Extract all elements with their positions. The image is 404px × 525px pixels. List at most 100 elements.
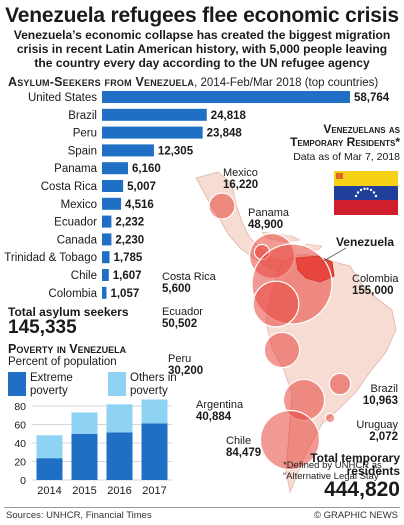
legend-others-label: Others in poverty bbox=[130, 372, 177, 397]
flag-blue-stripe bbox=[334, 186, 398, 200]
asylum-bar-trinidad-tobago bbox=[102, 251, 110, 264]
poverty-xtick-2017: 2017 bbox=[142, 485, 166, 497]
map-value-argentina: 40,884 bbox=[196, 411, 232, 423]
map-value-colombia: 155,000 bbox=[352, 285, 394, 297]
map-value-ecuador: 50,502 bbox=[162, 318, 197, 330]
map-value-peru: 30,200 bbox=[168, 365, 203, 377]
asylum-value-united-states: 58,764 bbox=[354, 92, 390, 104]
legend-extreme-swatch bbox=[8, 372, 26, 396]
map-country-costa-rica: Costa Rica bbox=[162, 271, 217, 283]
map-country-ecuador: Ecuador bbox=[162, 306, 203, 318]
asylum-category-panama: Panama bbox=[54, 163, 97, 175]
asylum-category-mexico: Mexico bbox=[61, 199, 97, 211]
poverty-bar-extreme-2016 bbox=[106, 432, 133, 480]
map-country-chile: Chile bbox=[226, 435, 251, 447]
asylum-category-spain: Spain bbox=[68, 145, 97, 157]
poverty-xtick-2014: 2014 bbox=[37, 485, 61, 497]
asylum-value-panama: 6,160 bbox=[132, 163, 161, 175]
asylum-bar-colombia bbox=[102, 286, 107, 299]
asylum-bar-united-states bbox=[102, 91, 350, 103]
bubble-mexico bbox=[208, 192, 236, 220]
poverty-bar-extreme-2014 bbox=[36, 458, 63, 480]
asylum-value-brazil: 24,818 bbox=[211, 110, 247, 122]
bubble-uruguay bbox=[324, 412, 336, 424]
asylum-category-colombia: Colombia bbox=[48, 288, 97, 300]
asylum-value-colombia: 1,057 bbox=[110, 288, 139, 300]
poverty-bar-extreme-2017 bbox=[141, 423, 168, 480]
map-value-chile: 84,479 bbox=[226, 447, 261, 459]
asylum-value-chile: 1,607 bbox=[113, 270, 142, 282]
asylum-total-label: Total asylum seekers bbox=[8, 305, 129, 319]
poverty-ytick-80: 80 bbox=[14, 401, 26, 413]
asylum-value-ecuador: 2,232 bbox=[115, 217, 144, 229]
asylum-bar-canada bbox=[102, 233, 112, 246]
asylum-bar-ecuador bbox=[102, 215, 112, 228]
legend-others-swatch bbox=[108, 372, 126, 396]
asylum-bar-chile bbox=[102, 269, 109, 281]
poverty-subheading: Percent of population bbox=[8, 356, 117, 368]
copyright-note: © GRAPHIC NEWS bbox=[313, 510, 398, 521]
bubble-peru bbox=[263, 331, 301, 369]
poverty-bar-others-2017 bbox=[141, 399, 168, 424]
map-country-peru: Peru bbox=[168, 353, 191, 365]
asylum-bar-spain bbox=[102, 144, 154, 157]
asylum-bar-costa-rica bbox=[102, 180, 124, 192]
poverty-bar-extreme-2015 bbox=[71, 433, 98, 480]
poverty-xtick-2015: 2015 bbox=[72, 485, 96, 497]
poverty-ytick-0: 0 bbox=[20, 475, 26, 487]
asylum-heading-period: , 2014-Feb/Mar 2018 (top countries) bbox=[194, 77, 379, 89]
poverty-xtick-2016: 2016 bbox=[107, 485, 131, 497]
footer-rule bbox=[4, 507, 400, 508]
bubble-ecuador bbox=[252, 280, 300, 328]
flag-red-stripe bbox=[334, 200, 398, 215]
poverty-bar-others-2014 bbox=[36, 435, 63, 459]
flag-coat-of-arms bbox=[336, 173, 343, 179]
asylum-bar-panama bbox=[102, 162, 128, 175]
bubble-brazil bbox=[328, 372, 352, 396]
residents-total-value: 444,820 bbox=[324, 478, 400, 501]
asylum-category-canada: Canada bbox=[57, 234, 98, 246]
poverty-bar-others-2015 bbox=[71, 412, 98, 434]
asylum-bar-chart: United States 58,764 Brazil 24,818 Peru 23,84… bbox=[4, 91, 390, 300]
asylum-category-peru: Peru bbox=[73, 128, 97, 140]
venezuela-leader-line bbox=[321, 247, 347, 263]
map-country-argentina: Argentina bbox=[196, 399, 244, 411]
map-country-mexico: Mexico bbox=[223, 167, 258, 179]
residents-total-label: Total temporary residents bbox=[310, 451, 400, 478]
asylum-category-costa-rica: Costa Rica bbox=[41, 181, 98, 193]
map-label-venezuela: Venezuela bbox=[336, 235, 394, 249]
asylum-bar-mexico bbox=[102, 197, 122, 210]
map-value-panama: 48,900 bbox=[248, 219, 283, 231]
asylum-category-brazil: Brazil bbox=[68, 110, 97, 122]
poverty-ytick-20: 20 bbox=[14, 457, 26, 469]
residents-heading: Venezuelans as Temporary Residents* bbox=[290, 122, 400, 149]
map-value-uruguay: 2,072 bbox=[369, 431, 398, 443]
bubble-leader-lines bbox=[321, 247, 347, 263]
asylum-heading-title: Asylum-Seekers from Venezuela bbox=[8, 75, 195, 89]
flag-yellow-stripe bbox=[334, 171, 398, 186]
page-subtitle: Venezuela’s economic collapse has create… bbox=[13, 28, 391, 71]
map-value-costa-rica: 5,600 bbox=[162, 283, 191, 295]
poverty-bar-others-2016 bbox=[106, 404, 133, 433]
asylum-value-trinidad-tobago: 1,785 bbox=[114, 252, 143, 264]
residents-date: Data as of Mar 7, 2018 bbox=[293, 151, 400, 163]
legend-extreme-label: Extreme poverty bbox=[30, 372, 73, 397]
venezuela-flag bbox=[334, 171, 398, 215]
asylum-heading: Asylum-Seekers from Venezuela, 2014-Feb/… bbox=[8, 75, 378, 89]
bubble-chile bbox=[259, 409, 321, 471]
asylum-category-united-states: United States bbox=[28, 92, 97, 104]
map-country-uruguay: Uruguay bbox=[356, 419, 398, 431]
asylum-value-spain: 12,305 bbox=[158, 145, 194, 157]
map-country-colombia: Colombia bbox=[352, 273, 399, 285]
poverty-ytick-40: 40 bbox=[14, 438, 26, 450]
map-value-brazil: 10,963 bbox=[363, 395, 398, 407]
asylum-value-mexico: 4,516 bbox=[125, 199, 154, 211]
map-value-mexico: 16,220 bbox=[223, 179, 258, 191]
asylum-category-trinidad-tobago: Trinidad & Tobago bbox=[4, 252, 97, 264]
residents-footnote: *Defined by UNHCR as “Alternative Legal … bbox=[283, 460, 382, 482]
asylum-value-canada: 2,230 bbox=[115, 234, 144, 246]
source-note: Sources: UNHCR, Financial Times bbox=[6, 510, 152, 521]
asylum-total-value: 145,335 bbox=[8, 317, 77, 338]
map-country-panama: Panama bbox=[248, 207, 290, 219]
